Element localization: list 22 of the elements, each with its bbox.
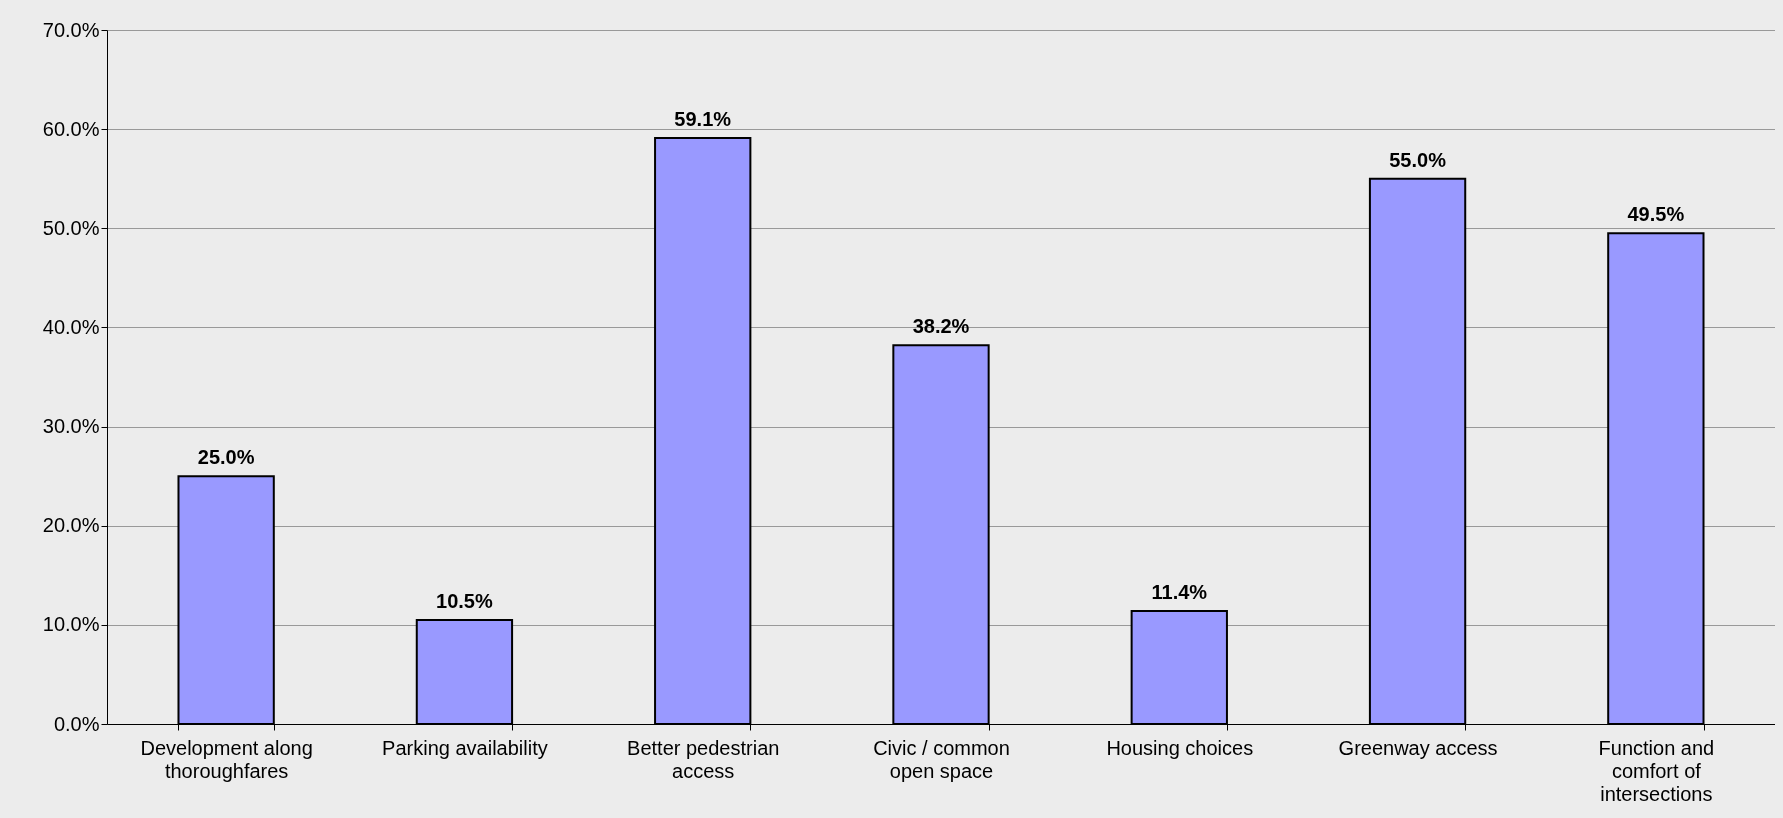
x-tick-label: Housing choices xyxy=(1106,736,1254,759)
y-tick-label: 0.0% xyxy=(53,712,100,735)
x-tick-label: Parking availability xyxy=(382,736,548,759)
x-tick-label: Function and comfort of intersections xyxy=(1598,736,1715,805)
y-tick-label: 20.0% xyxy=(42,514,100,537)
data-label: 49.5% xyxy=(1627,203,1685,226)
y-tick-label: 70.0% xyxy=(42,18,100,41)
y-tick-label: 30.0% xyxy=(42,415,100,438)
y-tick-label: 10.0% xyxy=(42,613,100,636)
x-tick-label: Better pedestrian access xyxy=(627,736,780,782)
y-tick-label: 40.0% xyxy=(42,315,100,338)
data-label: 10.5% xyxy=(436,589,493,612)
y-tick-label: 50.0% xyxy=(42,216,100,239)
data-label: 25.0% xyxy=(197,446,255,469)
data-label: 11.4% xyxy=(1151,580,1208,603)
data-label: 38.2% xyxy=(912,315,970,338)
data-label: 59.1% xyxy=(674,108,732,131)
x-tick-label: Civic / common open space xyxy=(873,736,1010,782)
y-tick-label: 60.0% xyxy=(42,117,100,140)
x-tick-label: Greenway access xyxy=(1338,736,1498,759)
data-label: 55.0% xyxy=(1389,148,1447,171)
x-tick-label: Development along thoroughfares xyxy=(140,736,313,782)
